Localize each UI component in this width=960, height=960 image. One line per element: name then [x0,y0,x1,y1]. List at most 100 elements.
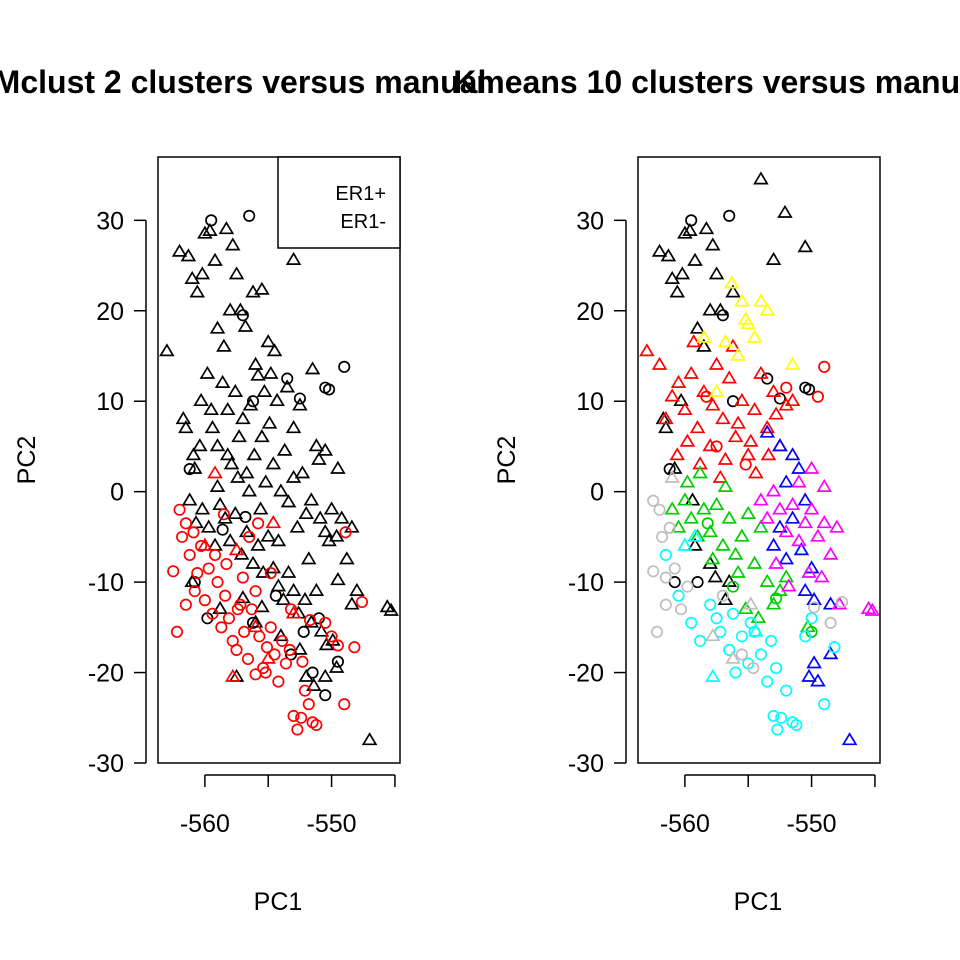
data-point [279,657,293,670]
data-point [225,237,241,251]
data-point [710,612,723,625]
data-point [813,569,830,583]
data-point [204,420,221,434]
data-point [302,698,315,711]
data-point [220,557,233,571]
data-point [183,548,196,562]
y-tick-label: 10 [96,388,124,416]
data-point [296,655,309,668]
data-point [639,343,655,357]
data-point [691,576,704,589]
data-point [273,483,289,497]
data-point [262,365,279,379]
data-point [753,365,769,379]
plot-frame [637,156,881,764]
data-point [730,415,746,429]
data-point [702,302,719,316]
data-point [222,533,238,547]
data-point [222,612,236,625]
data-point [702,524,719,538]
data-point [194,501,211,515]
data-point [735,630,748,643]
data-point [260,528,277,542]
legend-label: ER1- [340,211,386,233]
data-point [818,698,831,711]
data-point [243,209,256,222]
data-point [705,237,721,251]
data-point [712,469,729,483]
data-point [723,643,736,656]
data-point [313,623,330,637]
data-point [228,542,245,556]
data-point [323,501,340,515]
x-axis-label: PC1 [254,888,303,916]
data-point [664,388,681,402]
data-point [279,379,295,393]
data-point [264,567,277,580]
data-point [181,492,198,506]
y-axis-label: PC2 [493,436,521,485]
data-point [747,661,760,675]
data-point [681,580,694,593]
data-point [810,528,826,542]
data-point [860,600,877,615]
data-point [230,643,243,656]
data-point [331,655,344,668]
data-point [194,266,211,280]
data-point [180,248,197,262]
data-point [317,668,334,682]
data-point [748,623,764,637]
data-point [209,478,226,492]
data-point [780,381,793,394]
data-point [790,718,803,732]
data-point [207,252,223,266]
data-point [328,528,345,542]
data-point [355,595,369,609]
y-tick-label: -30 [568,750,604,778]
data-point [750,610,767,624]
x-tick-label: -550 [307,810,357,838]
y-axis-label: PC2 [13,436,41,485]
data-point [250,367,266,381]
data-point [723,209,736,222]
data-point [653,503,666,516]
data-point [664,469,681,483]
data-point [270,578,287,592]
data-point [725,284,741,298]
data-point [252,517,265,530]
data-point [803,501,820,515]
data-point [246,395,260,408]
data-point [816,478,832,492]
data-point [784,356,801,370]
data-point [171,243,188,257]
data-point [765,483,782,497]
data-point [252,501,269,515]
data-point [195,539,208,552]
data-point [191,567,204,580]
data-point [705,551,721,565]
data-point [715,411,731,425]
data-point [269,392,285,407]
x-axis-label: PC1 [734,888,783,916]
data-point [202,222,218,236]
y-tick-label: 30 [96,207,124,235]
data-point [801,668,817,682]
data-point [841,732,858,746]
data-point [289,519,306,533]
data-point [319,689,332,702]
data-point [797,515,813,529]
data-point [770,661,783,675]
data-point [238,524,255,538]
legend-box [277,156,401,249]
data-point [317,524,334,538]
data-point [822,596,839,610]
data-point [200,519,217,533]
data-point [704,628,721,642]
data-point [219,402,236,416]
data-point [211,576,224,589]
data-point [254,281,270,295]
data-point [717,478,734,492]
data-point [797,582,813,596]
data-point [264,621,277,634]
data-point [778,524,795,538]
